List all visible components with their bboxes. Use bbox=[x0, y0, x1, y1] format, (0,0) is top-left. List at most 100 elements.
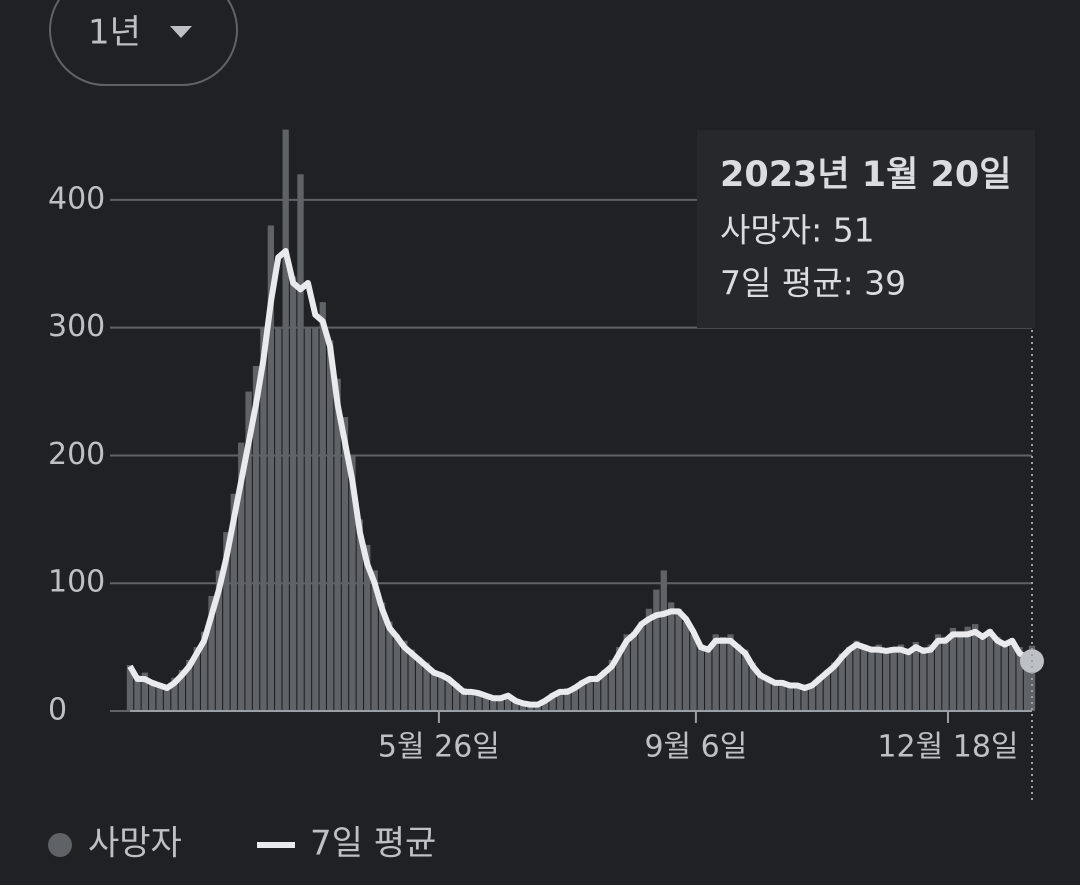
bar bbox=[601, 670, 608, 711]
bar bbox=[393, 634, 401, 711]
bar bbox=[942, 636, 949, 711]
tooltip-line: 사망자: 51 bbox=[720, 211, 875, 250]
plot-area: 0 100 200 300 400 5월 26일 9월 6일 12월 18일 bbox=[48, 129, 1044, 765]
bar bbox=[327, 340, 334, 711]
bar bbox=[868, 647, 875, 711]
bar bbox=[504, 694, 512, 711]
bar bbox=[163, 685, 171, 711]
bar bbox=[883, 649, 890, 711]
bar bbox=[408, 649, 415, 711]
bar bbox=[571, 685, 578, 711]
bar bbox=[208, 596, 215, 711]
bar bbox=[920, 647, 927, 711]
bar bbox=[860, 644, 868, 711]
bar bbox=[149, 680, 156, 711]
x-tick-label: 12월 18일 bbox=[877, 730, 1018, 765]
bar bbox=[141, 672, 148, 711]
bar bbox=[964, 626, 971, 711]
bar bbox=[438, 672, 445, 711]
bar bbox=[238, 442, 245, 711]
y-tick-label: 200 bbox=[48, 437, 105, 472]
bar bbox=[341, 417, 349, 711]
y-tick-label: 300 bbox=[48, 309, 105, 344]
bar bbox=[542, 699, 549, 711]
bar bbox=[156, 682, 163, 711]
bar bbox=[957, 631, 964, 711]
bar bbox=[771, 680, 779, 711]
bar bbox=[764, 677, 771, 711]
bar bbox=[378, 602, 386, 711]
bar bbox=[593, 675, 601, 711]
bar bbox=[838, 653, 845, 711]
bar bbox=[460, 688, 467, 711]
tooltip-title: 2023년 1월 20일 bbox=[720, 155, 1011, 195]
bar bbox=[890, 647, 897, 711]
bar bbox=[853, 640, 860, 711]
bar bbox=[779, 682, 786, 711]
bar bbox=[423, 662, 430, 711]
bar bbox=[193, 647, 200, 711]
bar bbox=[638, 621, 645, 711]
bar bbox=[608, 659, 616, 711]
bar bbox=[705, 647, 712, 711]
bar bbox=[334, 378, 341, 711]
bar bbox=[297, 174, 304, 712]
y-tick-label: 100 bbox=[48, 565, 105, 600]
bar bbox=[905, 649, 912, 711]
legend-marker bbox=[48, 833, 72, 857]
bar bbox=[697, 644, 705, 711]
bar bbox=[200, 631, 208, 711]
bar bbox=[808, 682, 816, 711]
bar bbox=[668, 602, 675, 711]
bar bbox=[749, 662, 756, 711]
bar bbox=[453, 682, 460, 711]
bar bbox=[912, 642, 920, 711]
bar bbox=[349, 455, 356, 711]
bar bbox=[653, 589, 660, 711]
bar bbox=[512, 699, 519, 711]
bar bbox=[230, 493, 237, 711]
bar bbox=[934, 634, 942, 711]
range-dropdown[interactable] bbox=[49, 0, 238, 86]
bar bbox=[682, 621, 690, 711]
bar bbox=[304, 327, 312, 711]
bar bbox=[467, 690, 475, 711]
bar bbox=[252, 366, 260, 711]
bar bbox=[497, 696, 504, 711]
bar bbox=[430, 670, 438, 711]
bar bbox=[178, 670, 186, 711]
bar bbox=[1016, 647, 1023, 711]
bar bbox=[630, 631, 638, 711]
bar bbox=[215, 570, 223, 711]
bar bbox=[415, 657, 423, 711]
bar bbox=[289, 276, 297, 711]
range-label[interactable]: 1년 bbox=[88, 13, 141, 53]
bar bbox=[719, 636, 727, 711]
bar bbox=[986, 629, 994, 711]
bar bbox=[275, 327, 282, 711]
bar bbox=[519, 702, 527, 711]
bar bbox=[823, 670, 831, 711]
bar bbox=[897, 644, 905, 711]
bar bbox=[742, 649, 749, 711]
bar bbox=[801, 685, 808, 711]
bar bbox=[445, 677, 452, 711]
bar bbox=[282, 129, 289, 712]
bar bbox=[623, 634, 630, 711]
bar bbox=[660, 570, 667, 711]
bar bbox=[786, 682, 793, 711]
bar bbox=[312, 327, 319, 711]
legend-label: 사망자 bbox=[88, 824, 182, 864]
bar bbox=[386, 621, 393, 711]
bar bbox=[949, 627, 957, 711]
bar bbox=[319, 302, 326, 711]
bar bbox=[831, 662, 838, 711]
bar bbox=[260, 327, 267, 711]
y-tick-label: 400 bbox=[48, 181, 105, 216]
bar bbox=[490, 695, 497, 711]
bar bbox=[245, 391, 252, 711]
bar bbox=[734, 644, 742, 711]
dropdown-arrow[interactable] bbox=[170, 26, 192, 38]
bar bbox=[186, 659, 193, 711]
